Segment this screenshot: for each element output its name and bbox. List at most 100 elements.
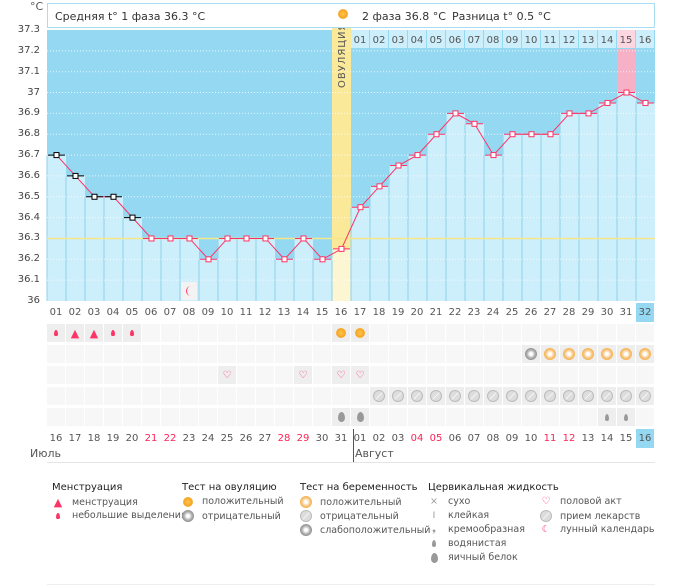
icon-cell — [465, 387, 483, 405]
icon-cell — [123, 324, 141, 342]
heart-icon: ♡ — [336, 369, 346, 381]
calendar-date: 04 — [410, 433, 424, 444]
icon-cell — [465, 324, 483, 342]
temperature-point — [53, 152, 60, 159]
icon-cell — [370, 408, 388, 426]
unit-label: °C — [30, 0, 44, 13]
icon-cell — [579, 324, 597, 342]
calendar-date: 11 — [543, 433, 557, 444]
cycle-day-label: 27 — [543, 307, 557, 318]
cycle-day-label: 02 — [68, 307, 82, 318]
icon-cell — [408, 324, 426, 342]
legend-label: менструация — [72, 497, 138, 508]
phase2-day-label: 11 — [544, 35, 557, 46]
legend-label: клейкая — [448, 510, 490, 521]
phase2-day-cell — [389, 30, 407, 48]
icon-cell — [313, 408, 331, 426]
temperature-point — [585, 110, 592, 117]
cycle-day-label: 28 — [562, 307, 576, 318]
icon-cell — [446, 408, 464, 426]
moon-icon: ☾ — [541, 524, 551, 535]
y-tick-label: 36.2 — [17, 253, 40, 265]
temperature-point — [129, 214, 136, 221]
calendar-date: 21 — [144, 433, 158, 444]
legend-item: водянистая — [428, 538, 506, 549]
cycle-day-label: 03 — [87, 307, 101, 318]
cycle-day-label: 13 — [277, 307, 291, 318]
icon-cell — [123, 408, 141, 426]
egg-white-icon — [356, 412, 364, 422]
egg-white-icon — [428, 552, 440, 563]
ovulation-column — [332, 28, 351, 249]
icon-cell — [598, 324, 616, 342]
icon-cell — [465, 345, 483, 363]
temperature-point — [395, 162, 402, 169]
day-bar — [370, 186, 389, 301]
cycle-day-label: 23 — [467, 307, 481, 318]
icon-cell — [142, 366, 160, 384]
icon-cell — [66, 345, 84, 363]
cycle-day-label: 21 — [429, 307, 443, 318]
icon-cell — [199, 345, 217, 363]
cycle-day-label: 05 — [125, 307, 139, 318]
icon-cell — [66, 366, 84, 384]
cycle-day-label: 29 — [581, 307, 595, 318]
icon-cell — [579, 387, 597, 405]
phase2-day-label: 16 — [639, 35, 652, 46]
calendar-date: 31 — [334, 433, 348, 444]
icon-cell — [598, 387, 616, 405]
phase2-day-label: 06 — [449, 35, 462, 46]
phase2-day-cell — [598, 30, 616, 48]
calendar-date: 01 — [353, 433, 367, 444]
moon-cell — [181, 282, 197, 300]
day-bar — [294, 238, 313, 301]
icon-cell — [47, 345, 65, 363]
temperature-point — [376, 183, 383, 190]
temperature-point — [642, 99, 649, 106]
icon-cell — [85, 387, 103, 405]
phase2-day-label: 12 — [563, 35, 576, 46]
heart-icon: ♡ — [298, 369, 308, 381]
temperature-point — [224, 235, 231, 242]
day-bar — [237, 238, 256, 301]
cycle-day-label: 17 — [353, 307, 367, 318]
icon-cell — [104, 408, 122, 426]
cycle-day-label: 10 — [220, 307, 234, 318]
icon-cell — [199, 324, 217, 342]
icon-cell — [541, 345, 559, 363]
icon-cell — [389, 366, 407, 384]
temperature-point — [110, 193, 117, 200]
pill-icon — [411, 390, 423, 402]
y-tick-label: 37.2 — [17, 44, 40, 56]
phase2-day-label: 14 — [601, 35, 614, 46]
month-divider — [353, 429, 354, 463]
y-tick-label: 36 — [27, 295, 40, 306]
y-tick-label: 36.9 — [17, 107, 40, 119]
calendar-date: 12 — [562, 433, 576, 444]
pregnancy-weak-positive-icon — [300, 524, 312, 536]
icon-cell — [237, 324, 255, 342]
phase2-day-cell — [446, 30, 464, 48]
icon-cell — [275, 408, 293, 426]
temperature-point — [604, 99, 611, 106]
calendar-date: 19 — [106, 433, 120, 444]
icon-cell — [484, 345, 502, 363]
icon-cell — [503, 345, 521, 363]
icon-cell — [313, 366, 331, 384]
sticky-icon: Ⅰ — [432, 510, 436, 521]
pill-icon — [544, 390, 556, 402]
phase2-day-cell — [636, 30, 654, 48]
icon-cell — [104, 345, 122, 363]
icon-cell — [541, 366, 559, 384]
icon-cell — [180, 345, 198, 363]
calendar-date: 17 — [68, 433, 82, 444]
temperature-point — [490, 152, 497, 159]
cycle-day-label: 09 — [201, 307, 215, 318]
pregnancy-positive-icon — [300, 496, 312, 508]
icon-cell — [427, 345, 445, 363]
icon-cell — [351, 387, 369, 405]
icon-cell — [617, 387, 635, 405]
month-label-august: Август — [355, 447, 394, 460]
icon-cell: ♡ — [218, 366, 236, 384]
cycle-day-label: 32 — [636, 303, 654, 322]
